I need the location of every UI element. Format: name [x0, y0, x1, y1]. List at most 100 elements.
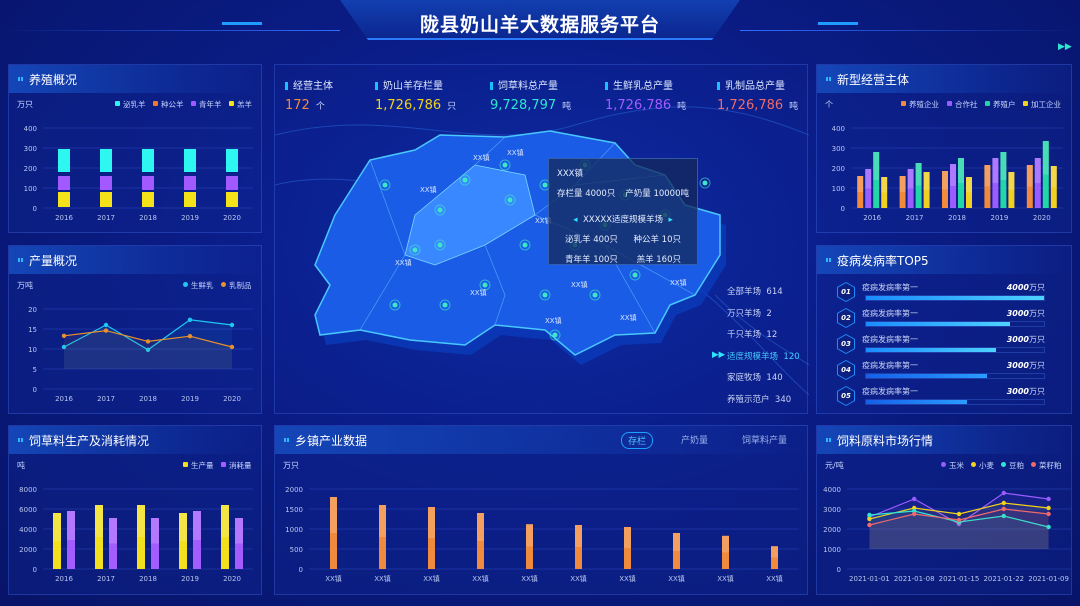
top5-item[interactable]: 05 疫病发病率第一 3000万只: [827, 386, 1059, 412]
data-point[interactable]: [912, 511, 917, 517]
data-point[interactable]: [187, 317, 193, 322]
bar[interactable]: [958, 158, 964, 208]
data-point[interactable]: [867, 522, 872, 528]
data-point[interactable]: [912, 496, 917, 502]
bar[interactable]: [942, 171, 948, 208]
bar[interactable]: [137, 505, 145, 569]
bar[interactable]: [221, 505, 229, 569]
bar[interactable]: [179, 513, 187, 569]
legend-label[interactable]: 养殖企业: [909, 99, 939, 109]
legend-label[interactable]: 合作社: [955, 99, 978, 109]
stat-item-active[interactable]: ▶▶ 适度规模羊场 120: [712, 350, 800, 372]
data-point[interactable]: [61, 344, 67, 350]
bar[interactable]: [1000, 152, 1007, 208]
farm-marker[interactable]: [412, 247, 418, 253]
bar[interactable]: [915, 163, 922, 208]
stat-item[interactable]: 养殖示范户 340: [712, 393, 800, 415]
bar-segment[interactable]: [184, 176, 196, 190]
legend-label[interactable]: 小麦: [979, 460, 994, 470]
bar-segment[interactable]: [100, 176, 112, 190]
bar[interactable]: [193, 511, 201, 569]
data-point[interactable]: [867, 512, 872, 518]
data-point[interactable]: [103, 328, 109, 333]
bar[interactable]: [923, 172, 930, 208]
bar-segment[interactable]: [226, 149, 238, 172]
tab-milk[interactable]: 产奶量: [680, 436, 708, 446]
bar[interactable]: [873, 152, 880, 208]
bar[interactable]: [1050, 166, 1057, 208]
stat-item[interactable]: 家庭牧场 140: [712, 371, 800, 393]
legend-label[interactable]: 乳制品: [229, 280, 252, 290]
stat-item[interactable]: 万只羊场 2: [712, 307, 800, 329]
bar-segment[interactable]: [226, 192, 238, 207]
bar[interactable]: [881, 177, 888, 208]
legend-label[interactable]: 养殖户: [993, 99, 1016, 109]
top5-item[interactable]: 03 疫病发病率第一 3000万只: [827, 334, 1059, 360]
legend-label[interactable]: 种公羊: [161, 99, 184, 109]
farm-marker[interactable]: [502, 162, 508, 168]
bar[interactable]: [1034, 158, 1041, 208]
data-point[interactable]: [1001, 513, 1006, 519]
farm-marker[interactable]: [482, 282, 488, 288]
bar-segment[interactable]: [142, 192, 154, 207]
data-point[interactable]: [145, 339, 151, 344]
highlighted-town-region[interactable]: [404, 164, 536, 266]
farm-marker[interactable]: [552, 332, 558, 338]
farm-marker[interactable]: [522, 242, 528, 248]
top5-item[interactable]: 01 疫病发病率第一 4000万只: [827, 282, 1059, 308]
legend-label[interactable]: 生鲜乳: [191, 280, 214, 290]
farm-marker[interactable]: [437, 242, 443, 248]
bar-segment[interactable]: [58, 176, 70, 190]
data-point[interactable]: [1001, 506, 1006, 512]
bar[interactable]: [984, 165, 991, 208]
bar[interactable]: [966, 177, 972, 208]
farm-marker[interactable]: [542, 292, 548, 298]
legend-label[interactable]: 泌乳羊: [123, 99, 146, 109]
legend-label[interactable]: 玉米: [949, 460, 964, 470]
bar[interactable]: [1008, 172, 1015, 208]
prev-arrow-icon[interactable]: ◂: [573, 215, 578, 225]
legend-label[interactable]: 豆粕: [1009, 460, 1024, 470]
bar[interactable]: [235, 518, 243, 569]
bar[interactable]: [1026, 165, 1033, 208]
data-point[interactable]: [1046, 524, 1051, 530]
bar[interactable]: [857, 176, 864, 208]
data-point[interactable]: [145, 347, 151, 352]
bar[interactable]: [330, 497, 337, 569]
bar[interactable]: [673, 533, 680, 569]
bar[interactable]: [109, 518, 117, 569]
stat-item[interactable]: 全部羊场 614: [712, 285, 800, 307]
legend-label[interactable]: 青年羊: [199, 99, 222, 109]
top5-item[interactable]: 02 疫病发病率第一 3000万只: [827, 308, 1059, 334]
bar-segment[interactable]: [184, 192, 196, 207]
bar[interactable]: [151, 518, 159, 569]
bar[interactable]: [907, 169, 914, 208]
data-point[interactable]: [1046, 505, 1051, 511]
farm-marker[interactable]: [507, 197, 513, 203]
legend-label[interactable]: 生产量: [191, 460, 214, 470]
bar[interactable]: [1042, 141, 1049, 208]
legend-label[interactable]: 菜籽粕: [1039, 460, 1062, 470]
top5-item[interactable]: 04 疫病发病率第一 3000万只: [827, 360, 1059, 386]
farm-marker[interactable]: [437, 207, 443, 213]
data-point[interactable]: [1001, 500, 1006, 506]
bar[interactable]: [379, 505, 386, 569]
bar[interactable]: [95, 505, 103, 569]
bar-segment[interactable]: [184, 149, 196, 172]
data-point[interactable]: [956, 517, 962, 523]
stat-item[interactable]: 千只羊场 12: [712, 328, 800, 350]
farm-marker[interactable]: [462, 177, 468, 183]
legend-label[interactable]: 加工企业: [1031, 99, 1061, 109]
farm-marker[interactable]: [592, 292, 598, 298]
bar[interactable]: [992, 158, 999, 208]
bar[interactable]: [771, 546, 778, 569]
data-point[interactable]: [1046, 511, 1051, 517]
bar-segment[interactable]: [58, 149, 70, 172]
farm-marker[interactable]: [442, 302, 448, 308]
bar[interactable]: [722, 535, 729, 569]
data-point[interactable]: [867, 516, 872, 522]
tab-stock[interactable]: 存栏: [620, 432, 653, 449]
farm-marker[interactable]: [392, 302, 398, 308]
double-chevron-right-icon[interactable]: ▶▶: [1058, 42, 1072, 52]
data-point[interactable]: [187, 334, 193, 339]
